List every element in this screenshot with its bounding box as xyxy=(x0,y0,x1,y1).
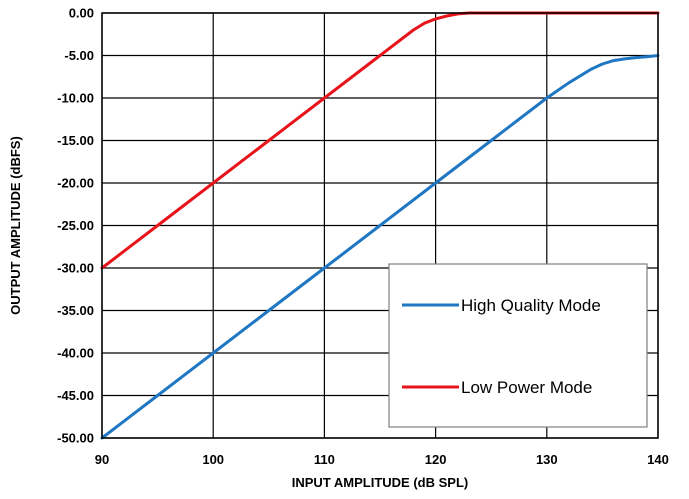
y-tick-label: 0.00 xyxy=(69,6,94,21)
x-tick-label: 110 xyxy=(314,452,335,467)
y-tick-label: -45.00 xyxy=(57,388,94,403)
y-tick-label: -15.00 xyxy=(57,133,94,148)
legend-box xyxy=(388,263,648,428)
legend-label-high-quality-mode: High Quality Mode xyxy=(461,296,601,315)
y-tick-label: -30.00 xyxy=(57,261,94,276)
x-tick-label: 140 xyxy=(647,452,669,467)
x-tick-label: 90 xyxy=(95,452,109,467)
x-tick-label: 120 xyxy=(425,452,447,467)
y-tick-labels: 0.00 -5.00 -10.00 -15.00 -20.00 -25.00 -30.00 -… xyxy=(57,6,94,446)
y-tick-label: -10.00 xyxy=(57,91,94,106)
plot-area-frame xyxy=(101,12,659,439)
y-tick-label: -50.00 xyxy=(57,431,94,446)
x-tick-label: 100 xyxy=(202,452,224,467)
y-tick-label: -35.00 xyxy=(57,303,94,318)
x-axis-title: INPUT AMPLITUDE (dB SPL) xyxy=(292,475,468,490)
y-tick-label: -5.00 xyxy=(64,48,94,63)
legend-label-low-power-mode: Low Power Mode xyxy=(461,378,592,397)
y-axis-title: OUTPUT AMPLITUDE (dBFS) xyxy=(8,136,23,315)
y-tick-label: -40.00 xyxy=(57,346,94,361)
y-tick-label: -25.00 xyxy=(57,218,94,233)
y-tick-label: -20.00 xyxy=(57,176,94,191)
series-line-high-quality-mode xyxy=(100,54,660,440)
x-tick-labels: 90 100 110 120 130 140 xyxy=(95,452,669,467)
legend: High Quality Mode Low Power Mode xyxy=(388,263,648,428)
x-tick-label: 130 xyxy=(536,452,558,467)
